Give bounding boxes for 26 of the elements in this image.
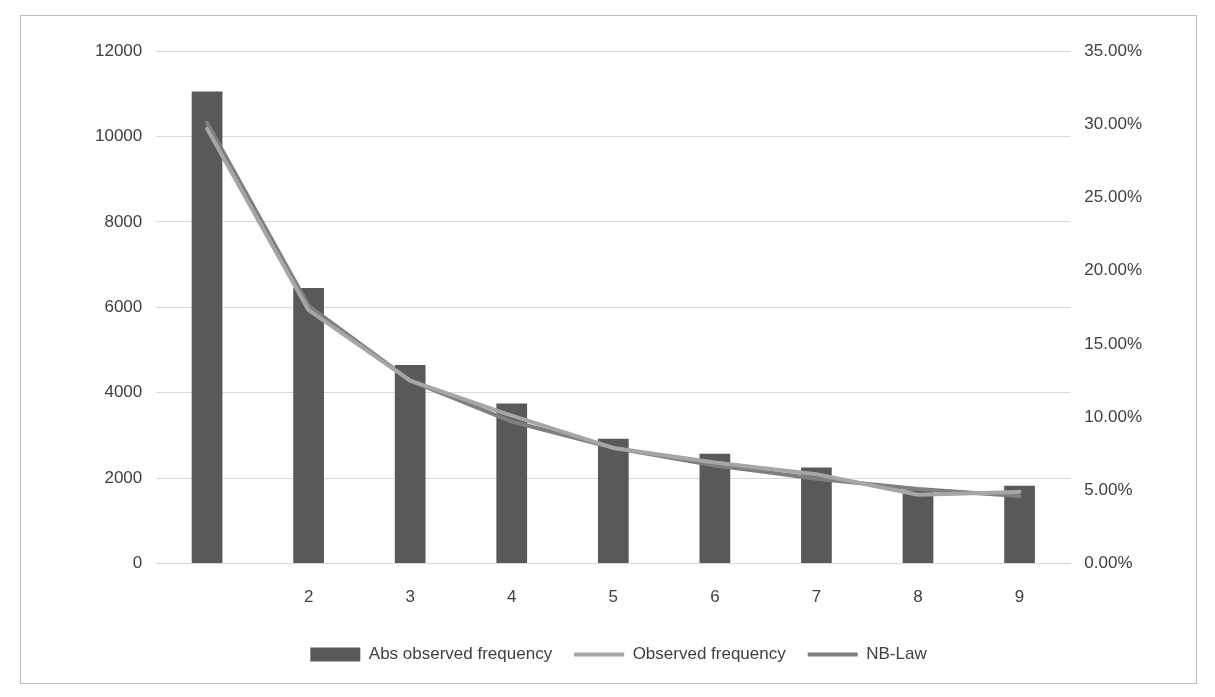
- legend-label: NB-Law: [866, 644, 928, 664]
- y-tick-label: 0: [132, 553, 143, 573]
- x-tick-label: 3: [405, 587, 415, 607]
- y2-tick-label: 10.00%: [1084, 406, 1143, 426]
- y-tick-label: 10000: [94, 126, 143, 146]
- y2-tick-label: 15.00%: [1084, 333, 1143, 353]
- legend-label: Abs observed frequency: [368, 644, 553, 664]
- y-tick-label: 4000: [104, 382, 143, 402]
- x-tick-label: 7: [811, 587, 822, 607]
- x-tick-label: 6: [710, 587, 720, 607]
- x-tick-label: 5: [608, 587, 619, 607]
- y-tick-label: 6000: [104, 296, 143, 316]
- legend-label: Observed frequency: [632, 644, 787, 664]
- x-tick-label: 9: [1014, 587, 1025, 607]
- x-tick-label: 8: [913, 587, 923, 607]
- y2-tick-label: 25.00%: [1084, 187, 1143, 207]
- y2-tick-label: 30.00%: [1084, 113, 1143, 133]
- y-tick-label: 8000: [104, 211, 143, 231]
- x-tick-label: 4: [507, 587, 517, 607]
- x-tick-label: 2: [303, 587, 314, 607]
- y2-tick-label: 35.00%: [1084, 40, 1143, 60]
- y2-tick-label: 20.00%: [1084, 260, 1143, 280]
- y2-tick-label: 5.00%: [1084, 480, 1133, 500]
- y2-tick-label: 0.00%: [1084, 553, 1133, 573]
- y-tick-label: 2000: [104, 467, 143, 487]
- y-tick-label: 12000: [94, 40, 143, 60]
